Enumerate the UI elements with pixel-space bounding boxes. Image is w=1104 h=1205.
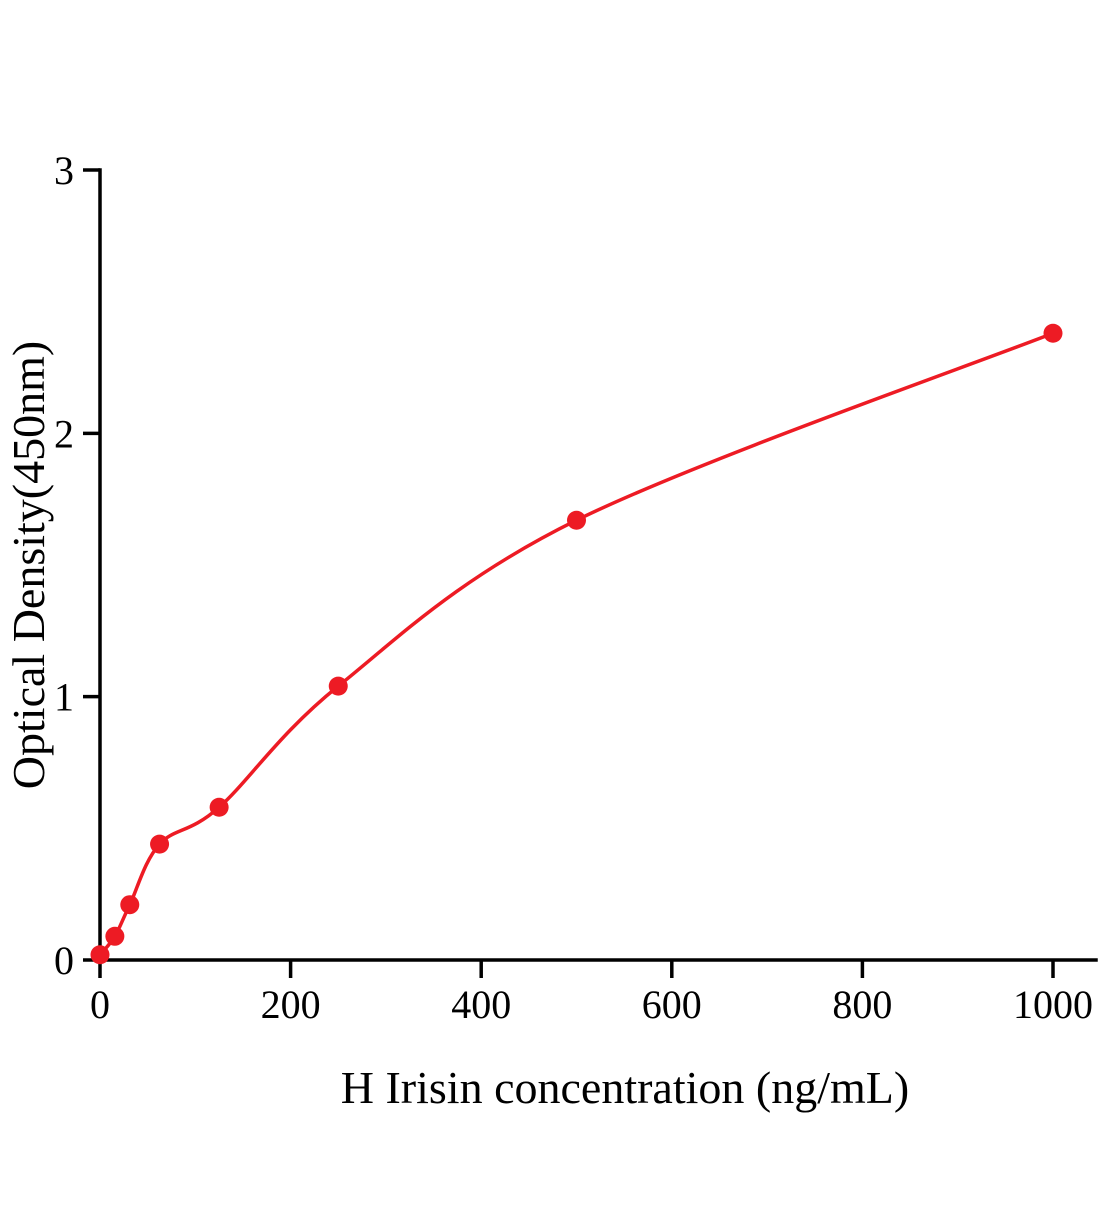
y-tick-label: 3 <box>54 148 74 193</box>
y-tick-label: 1 <box>54 675 74 720</box>
y-axis-title: Optical Density(450nm) <box>3 341 54 789</box>
x-tick-label: 400 <box>451 982 511 1027</box>
data-point <box>150 834 170 854</box>
x-tick-label: 200 <box>261 982 321 1027</box>
x-tick-label: 800 <box>832 982 892 1027</box>
x-tick-label: 0 <box>90 982 110 1027</box>
x-axis-title: H Irisin concentration (ng/mL) <box>341 1062 909 1113</box>
data-point <box>90 945 110 965</box>
data-point <box>1043 323 1063 343</box>
y-tick-label: 2 <box>54 411 74 456</box>
data-point <box>209 797 229 817</box>
x-tick-label: 600 <box>642 982 702 1027</box>
data-point <box>567 510 586 530</box>
y-tick-label: 0 <box>54 938 74 983</box>
data-point <box>328 676 348 696</box>
data-point <box>120 895 140 915</box>
x-tick-label: 1000 <box>1013 982 1093 1027</box>
standard-curve-line <box>98 331 1055 957</box>
data-point <box>105 926 125 946</box>
